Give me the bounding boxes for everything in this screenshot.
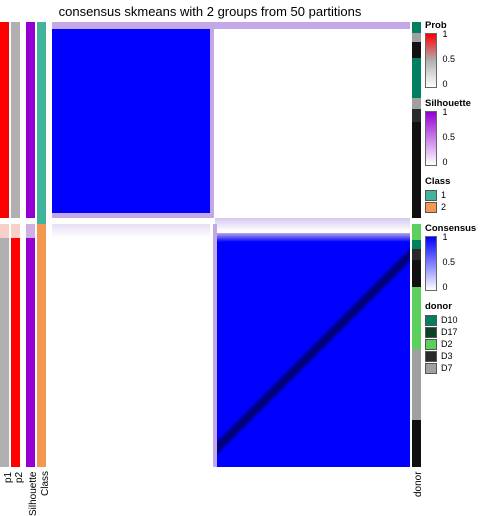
- axis-label-silhouette: Silhouette: [28, 472, 39, 516]
- annotation-column-p1: [0, 22, 9, 467]
- annotation-column-donor: [412, 22, 421, 467]
- axis-label-class: Class: [40, 471, 51, 496]
- annotation-column-silhouette: [26, 22, 35, 467]
- axis-label-p1: p1: [3, 472, 14, 483]
- legend-donor: donorD10D17D2D3D7: [425, 301, 503, 374]
- annotation-column-class: [37, 22, 46, 467]
- main-plot-area: [0, 22, 410, 467]
- legend-panel: Prob 10.50 Silhouette 10.50 Class12 Cons…: [425, 20, 503, 384]
- annotation-column-p2: [11, 22, 20, 467]
- axis-label-donor: donor: [413, 471, 424, 497]
- column-axis-labels: p1 p2 Silhouette Class donor: [0, 469, 410, 504]
- legend-silhouette: Silhouette 10.50: [425, 98, 503, 166]
- axis-label-p2: p2: [14, 472, 25, 483]
- consensus-heatmap: [52, 22, 410, 467]
- legend-consensus: Consensus 10.50: [425, 223, 503, 291]
- page-title: consensus skmeans with 2 groups from 50 …: [0, 4, 420, 19]
- legend-prob: Prob 10.50: [425, 20, 503, 88]
- legend-class: Class12: [425, 176, 503, 213]
